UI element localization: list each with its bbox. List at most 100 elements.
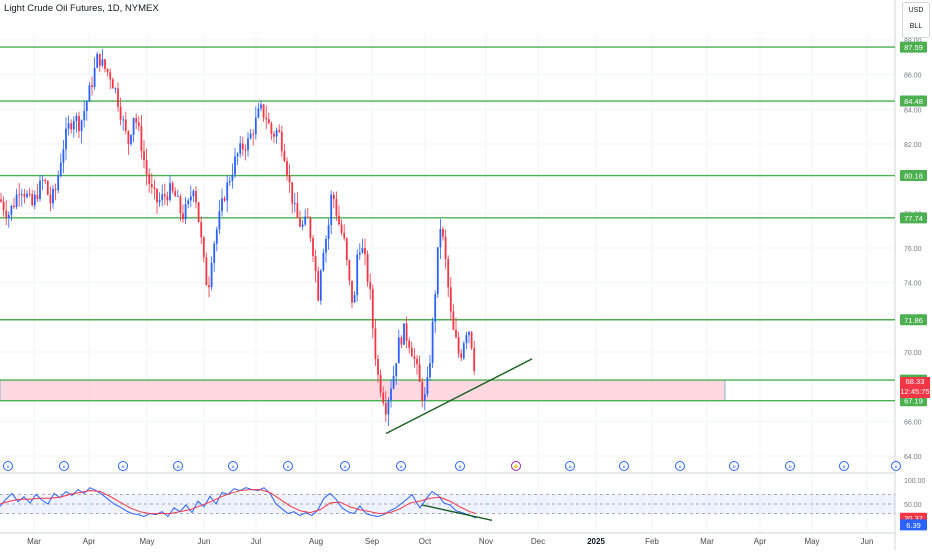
marker-glyph: » — [176, 465, 180, 471]
candle-body — [174, 191, 177, 197]
candle-body — [462, 343, 465, 359]
candle-body — [418, 364, 421, 383]
candle-body — [213, 243, 216, 263]
event-marker-icon: » — [173, 461, 183, 471]
marker-circle — [283, 461, 293, 471]
candle-body — [150, 184, 153, 188]
marker-circle — [565, 461, 575, 471]
candle-body — [88, 85, 91, 102]
candle-body — [15, 194, 18, 208]
marker-circle — [455, 461, 465, 471]
candle-body — [119, 106, 122, 120]
event-marker-icon: » — [675, 461, 685, 471]
candle-body — [358, 252, 361, 255]
y-tick-label: 82.00 — [904, 142, 922, 149]
candle-body — [140, 125, 143, 152]
y-tick-label: 76.00 — [904, 246, 922, 253]
y-tick-label: 66.00 — [904, 419, 922, 426]
candle-body — [179, 196, 182, 214]
candle-body — [114, 88, 117, 90]
candle-body — [106, 68, 109, 73]
candle-body — [218, 211, 221, 230]
candle-body — [390, 388, 392, 400]
candle-body — [400, 337, 403, 345]
candle-body — [306, 216, 309, 218]
candle-body — [371, 289, 374, 329]
candle-body — [98, 53, 101, 66]
candle-body — [416, 358, 418, 365]
rsi-value-tag-bg — [900, 519, 927, 531]
currency-unit-box[interactable]: USD BLL — [902, 2, 930, 38]
candle-body — [397, 337, 400, 364]
event-marker-icon: » — [839, 461, 849, 471]
rsi-tick-label: 50.00 — [904, 502, 922, 509]
candle-body — [442, 228, 444, 237]
candle-body — [111, 79, 114, 89]
candle-body — [13, 205, 15, 208]
candle-body — [449, 287, 452, 312]
candle-body — [325, 238, 327, 253]
candle-body — [473, 348, 476, 372]
y-tick-label: 74.00 — [904, 281, 922, 288]
candle-body — [44, 179, 47, 182]
candle-body — [405, 323, 408, 341]
x-tick-label: Sep — [365, 537, 380, 546]
candle-body — [127, 131, 130, 145]
x-tick-label: Jun — [198, 537, 211, 546]
candle-body — [39, 180, 41, 199]
rsi-tick-label: 100.00 — [904, 478, 926, 485]
candle-body — [426, 377, 429, 395]
level-tag-label: 77.74 — [904, 214, 923, 223]
candle-body — [169, 183, 171, 201]
candle-body — [65, 128, 67, 150]
candle-body — [122, 119, 125, 121]
y-tick-label: 88.00 — [904, 38, 922, 45]
candle-body — [439, 228, 442, 248]
chart-title: Light Crude Oil Futures, 1D, NYMEX — [4, 3, 159, 14]
candle-body — [429, 363, 431, 378]
candle-body — [309, 217, 312, 239]
candle-body — [78, 116, 80, 132]
marker-circle — [228, 461, 238, 471]
candle-body — [262, 104, 265, 118]
candle-body — [52, 188, 54, 204]
candle-body — [101, 59, 104, 66]
candle-body — [392, 375, 395, 389]
candle-body — [335, 198, 338, 216]
candle-body — [436, 247, 439, 295]
candle-body — [200, 221, 203, 238]
marker-glyph: » — [62, 465, 66, 471]
candle-body — [286, 161, 288, 176]
candle-body — [195, 191, 197, 203]
marker-glyph: » — [842, 465, 846, 471]
candle-body — [197, 202, 200, 222]
candle-body — [59, 162, 62, 176]
candle-body — [2, 201, 5, 211]
marker-glyph: » — [732, 465, 736, 471]
rsi-trendline — [421, 504, 493, 522]
candle-body — [223, 198, 226, 201]
candle-body — [293, 203, 296, 204]
marker-circle — [785, 461, 795, 471]
marker-glyph: » — [343, 465, 347, 471]
candle-body — [239, 143, 242, 154]
level-tag-label: 80.18 — [904, 172, 923, 181]
candle-body — [7, 214, 10, 219]
x-tick-label: Feb — [645, 537, 659, 546]
candle-body — [465, 335, 468, 344]
candle-body — [228, 181, 231, 183]
candle-body — [267, 119, 270, 124]
marker-glyph: » — [6, 465, 10, 471]
candle-body — [280, 131, 283, 152]
candle-body — [249, 133, 252, 139]
candle-body — [20, 194, 23, 195]
candle-body — [226, 182, 229, 201]
support-trendline — [385, 358, 533, 435]
candle-body — [130, 134, 132, 145]
candle-body — [158, 200, 161, 203]
marker-glyph: » — [458, 465, 462, 471]
candle-body — [369, 282, 372, 290]
marker-glyph: » — [894, 465, 898, 471]
level-tag-label: 71.86 — [904, 316, 923, 325]
